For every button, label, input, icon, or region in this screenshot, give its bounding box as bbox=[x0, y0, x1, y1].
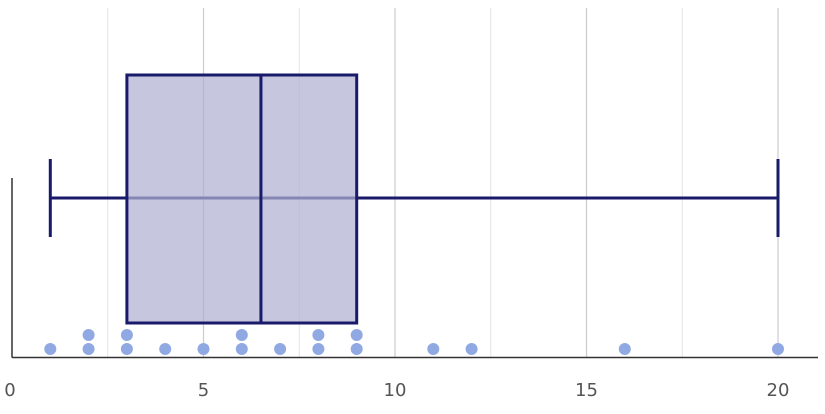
data-point bbox=[159, 343, 172, 355]
data-point bbox=[772, 343, 784, 355]
data-point bbox=[312, 329, 325, 341]
data-point bbox=[197, 343, 210, 355]
x-tick-label: 15 bbox=[575, 380, 598, 401]
data-point bbox=[82, 343, 95, 355]
data-point bbox=[350, 343, 363, 355]
data-point bbox=[120, 343, 133, 355]
data-point bbox=[235, 343, 248, 355]
interquartile-box bbox=[125, 73, 359, 325]
data-point bbox=[274, 343, 287, 355]
x-tick-label: 0 bbox=[4, 380, 15, 401]
data-point bbox=[235, 329, 248, 341]
axis-layer bbox=[11, 178, 818, 359]
data-point bbox=[618, 343, 631, 355]
data-point bbox=[82, 329, 95, 341]
data-point bbox=[312, 343, 325, 355]
box-layer bbox=[48, 73, 780, 325]
data-point bbox=[350, 329, 363, 341]
data-point bbox=[44, 343, 57, 355]
data-point bbox=[465, 343, 478, 355]
data-point bbox=[427, 343, 440, 355]
x-tick-label: 10 bbox=[384, 380, 407, 401]
x-tick-label: 5 bbox=[198, 380, 209, 401]
tick-label-layer: 0 5 10 15 20 bbox=[4, 380, 789, 401]
data-point bbox=[120, 329, 133, 341]
x-tick-label: 20 bbox=[767, 380, 790, 401]
points-layer bbox=[44, 329, 784, 355]
